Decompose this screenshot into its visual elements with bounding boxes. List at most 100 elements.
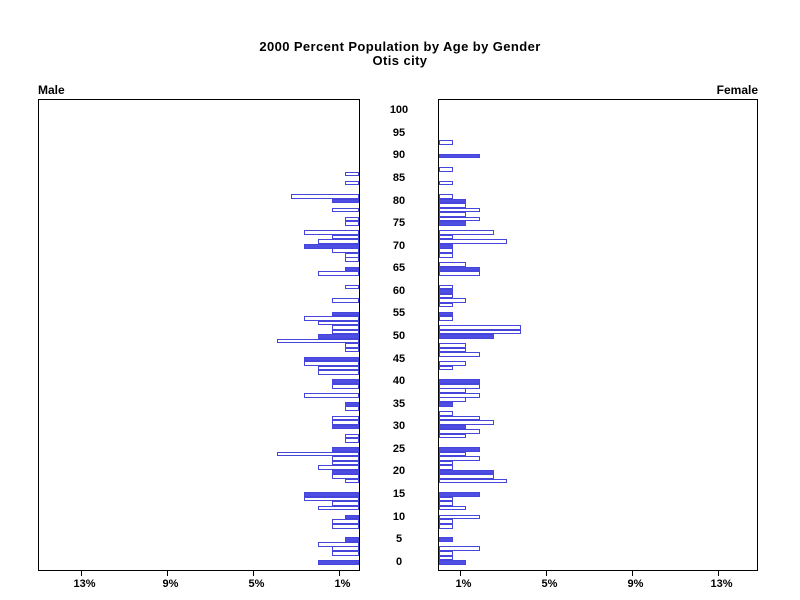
bar-female-age-20 [439, 469, 494, 475]
female-axis-label: Female [716, 83, 758, 97]
age-axis: 0 5 10 15 20 25 30 35 40 45 50 55 60 65 70 75 80 85 90 95 10… [360, 0, 438, 600]
bar-female-age-21 [439, 465, 453, 470]
age-tick-label-20: 20 [392, 465, 406, 478]
bar-male-age-31 [332, 420, 359, 425]
bar-female-age-93 [439, 140, 453, 145]
bar-male-age-73 [304, 230, 359, 235]
bar-female-age-23 [439, 456, 480, 461]
bar-male-age-50 [318, 334, 359, 339]
bar-male-age-27 [345, 438, 359, 443]
bar-female-age-39 [439, 383, 480, 389]
bar-male-age-64 [318, 271, 359, 276]
percent-tick-label-9%: 9% [627, 578, 644, 590]
bar-male-age-5 [345, 537, 359, 543]
bar-female-age-32 [439, 415, 480, 421]
bar-male-age-70 [304, 243, 359, 249]
bar-male-age-28 [345, 433, 359, 439]
bar-male-age-76 [345, 216, 359, 222]
bar-male-age-75 [345, 221, 359, 226]
bar-male-age-25 [332, 447, 359, 452]
age-tick-label-85: 85 [392, 171, 406, 184]
bar-male-age-20 [332, 469, 359, 475]
bar-male-age-32 [332, 415, 359, 421]
chart-title: 2000 Percent Population by Age by Gender… [0, 40, 800, 68]
bar-female-age-13 [439, 501, 453, 506]
bar-female-age-48 [439, 343, 466, 348]
age-tick-label-10: 10 [392, 510, 406, 523]
bar-female-age-47 [439, 347, 466, 353]
chart-title-line2: Otis city [372, 53, 428, 68]
percent-tick [717, 571, 719, 576]
bar-male-age-53 [318, 320, 359, 326]
age-tick-label-30: 30 [392, 420, 406, 433]
percent-tick-label-1%: 1% [334, 578, 351, 590]
bar-male-age-48 [345, 343, 359, 348]
bar-male-age-8 [332, 523, 359, 529]
percent-tick [631, 571, 633, 576]
bar-female-age-50 [439, 334, 494, 339]
age-tick-label-60: 60 [392, 284, 406, 297]
bar-male-age-35 [345, 401, 359, 407]
female-panel [438, 99, 758, 571]
bar-female-age-58 [439, 298, 466, 303]
age-tick-label-75: 75 [392, 217, 406, 230]
bar-male-age-71 [318, 239, 359, 244]
age-tick-label-95: 95 [392, 126, 406, 139]
bar-male-age-4 [318, 541, 359, 547]
bar-male-age-78 [332, 207, 359, 213]
age-tick-label-5: 5 [395, 533, 403, 546]
percent-tick [80, 571, 82, 576]
bar-male-age-18 [345, 478, 359, 484]
bar-female-age-81 [439, 194, 453, 199]
bar-female-age-25 [439, 447, 480, 452]
bar-female-age-1 [439, 555, 453, 561]
bar-female-age-37 [439, 392, 480, 398]
age-tick-label-15: 15 [392, 488, 406, 501]
bar-female-age-90 [439, 153, 480, 159]
bar-male-age-54 [304, 316, 359, 321]
bar-female-age-43 [439, 365, 453, 371]
percent-tick [545, 571, 547, 576]
bar-male-age-3 [332, 546, 359, 552]
bar-female-age-72 [439, 234, 453, 240]
age-tick-label-0: 0 [395, 555, 403, 568]
bar-male-age-43 [318, 365, 359, 371]
bar-female-age-55 [439, 311, 453, 317]
bar-female-age-77 [439, 212, 466, 217]
bar-female-age-52 [439, 325, 521, 330]
bar-female-age-76 [439, 216, 480, 222]
age-tick-label-40: 40 [392, 375, 406, 388]
bar-male-age-19 [332, 474, 359, 479]
bar-female-age-36 [439, 397, 466, 403]
age-tick-label-80: 80 [392, 194, 406, 207]
bar-female-age-75 [439, 221, 466, 226]
bar-male-age-2 [332, 551, 359, 556]
age-tick-label-65: 65 [392, 262, 406, 275]
bar-female-age-64 [439, 271, 480, 276]
bar-male-age-14 [304, 496, 359, 502]
bar-male-age-12 [318, 505, 359, 511]
bar-female-age-79 [439, 203, 466, 208]
bar-female-age-31 [439, 420, 494, 425]
age-tick-label-55: 55 [392, 307, 406, 320]
bar-female-age-30 [439, 424, 466, 430]
bar-male-age-65 [345, 266, 359, 272]
bar-male-age-15 [304, 492, 359, 497]
bar-female-age-14 [439, 496, 453, 502]
bar-female-age-59 [439, 293, 453, 299]
bar-female-age-29 [439, 429, 480, 434]
bar-male-age-47 [345, 347, 359, 353]
bar-male-age-58 [332, 298, 359, 303]
age-tick-label-100: 100 [389, 104, 409, 117]
percent-tick-label-5%: 5% [248, 578, 265, 590]
percent-tick-label-9%: 9% [162, 578, 179, 590]
bar-female-age-60 [439, 289, 453, 294]
bar-female-age-68 [439, 252, 453, 258]
bar-female-age-57 [439, 302, 453, 308]
bar-female-age-38 [439, 388, 466, 394]
bar-female-age-73 [439, 230, 494, 235]
bar-female-age-12 [439, 505, 466, 511]
bar-female-age-5 [439, 537, 453, 543]
bar-male-age-30 [332, 424, 359, 430]
